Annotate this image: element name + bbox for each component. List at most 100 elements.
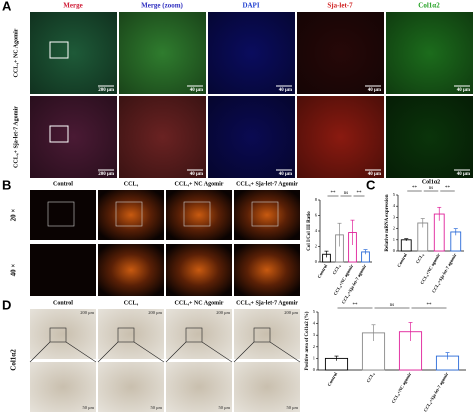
row-label: CCL₄+ Sja-let-7 Agomir — [13, 106, 19, 168]
column-header: Sja-let-7 — [327, 2, 353, 10]
y-tick-label: 3 — [313, 332, 316, 337]
y-tick-label: 1 — [393, 237, 395, 242]
scale-bar-label: 50 μm — [82, 405, 94, 410]
row-label: 40 × — [10, 264, 18, 277]
x-tick-label: CCL₄+NC agomir — [391, 372, 413, 405]
zoom-line — [233, 341, 255, 363]
vignette — [30, 12, 117, 94]
column-header: DAPI — [242, 2, 259, 10]
column-header: CCL₄+ Sja-let-7 Agomir — [236, 181, 298, 187]
micrograph — [166, 244, 232, 296]
zoom-line — [65, 341, 97, 363]
zoom-box — [49, 327, 67, 343]
y-tick-label: 2 — [315, 244, 317, 249]
vignette — [119, 12, 206, 94]
scale-bar-label: 200 μm — [98, 88, 115, 93]
y-tick-label: 4 — [315, 228, 318, 233]
panel-label: C — [366, 177, 376, 192]
zoom-line — [133, 341, 165, 363]
significance-label: ** — [331, 191, 337, 196]
column-header: CCL₄+ NC Agomir — [175, 181, 224, 187]
y-tick-label: 5 — [393, 192, 396, 197]
zoom-line — [165, 341, 187, 363]
scale-bar-label: 50 μm — [150, 405, 162, 410]
y-tick-label: 0 — [393, 248, 396, 253]
x-tick-label: Control — [316, 263, 328, 279]
column-header: Control — [53, 181, 73, 187]
scale-bar-label: 40 μm — [190, 88, 204, 93]
micrograph — [98, 362, 164, 412]
x-tick-label: CCL₄+Sja-let-7 agomir — [341, 264, 368, 305]
y-tick-label: 1 — [313, 355, 315, 360]
significance-label: ** — [357, 191, 363, 196]
zoom-line — [29, 341, 51, 363]
x-tick-label: CCL₄ — [331, 263, 341, 275]
y-tick-label: 0 — [313, 367, 316, 372]
y-tick-label: 4 — [313, 321, 316, 326]
scale-bar-label: 40 μm — [279, 172, 293, 177]
micrograph — [98, 309, 164, 359]
column-header: Col1α2 — [418, 2, 440, 10]
column-header: CCL₄ — [124, 181, 139, 187]
scale-bar-label: 40 μm — [457, 88, 471, 93]
y-tick-label: 3 — [393, 214, 396, 219]
zoom-box — [47, 201, 75, 227]
scale-bar-label: 40 μm — [279, 88, 293, 93]
vignette — [297, 96, 384, 178]
x-tick-label: CCL₄ — [415, 252, 425, 264]
y-axis-label: Relative mRNA expression — [385, 194, 390, 251]
micrograph — [234, 309, 300, 359]
column-header: CCL₄+ Sja-let-7 Agomir — [236, 300, 298, 306]
panel-label: A — [2, 0, 12, 13]
bar — [400, 239, 412, 252]
zoom-line — [201, 341, 233, 363]
significance-label: ns — [390, 303, 395, 308]
micrograph — [30, 362, 96, 412]
scale-bar-label: 200 μm — [98, 172, 115, 177]
y-axis-label: Positive area of Col1α2 (%) — [305, 311, 310, 370]
row-label: CCL₄+ NC Agomir — [13, 28, 19, 77]
zoom-box — [183, 201, 211, 227]
x-tick-label: Control — [396, 252, 408, 268]
column-header: Merge — [63, 2, 82, 10]
vignette — [386, 12, 473, 94]
scale-bar-label: 40 μm — [190, 172, 204, 177]
scale-bar-label: 40 μm — [368, 88, 382, 93]
vignette — [208, 12, 295, 94]
zoom-box — [115, 201, 143, 227]
micrograph — [166, 362, 232, 412]
micrograph — [98, 190, 164, 240]
column-header: Merge (zoom) — [141, 2, 183, 10]
scale-bar-label: 200 μm — [216, 310, 230, 315]
y-tick-label: 4 — [393, 203, 396, 208]
micrograph — [30, 244, 96, 296]
scale-bar-label: 200 μm — [148, 310, 162, 315]
significance-label: ** — [445, 186, 451, 191]
scale-bar-label: 200 μm — [80, 310, 94, 315]
micrograph — [234, 244, 300, 296]
y-tick-label: 2 — [313, 344, 315, 349]
vignette — [30, 96, 117, 178]
significance-label: ns — [344, 191, 349, 196]
micrograph — [234, 362, 300, 412]
vignette — [386, 96, 473, 178]
zoom-box — [185, 327, 203, 343]
micrograph — [234, 190, 300, 240]
scale-bar-label: 50 μm — [218, 405, 230, 410]
scale-bar-label: 40 μm — [368, 172, 382, 177]
micrograph — [30, 309, 96, 359]
y-axis-label: Col I/Col III Ratio — [307, 211, 312, 251]
zoom-box — [253, 327, 271, 343]
chart-title: Col1α2 — [422, 179, 440, 185]
column-header: CCL₄+ NC Agomir — [175, 300, 224, 306]
zoom-line — [97, 341, 119, 363]
y-tick-label: 8 — [315, 197, 318, 202]
row-label: Col1α2 — [10, 349, 18, 371]
zoom-line — [269, 341, 301, 363]
zoom-box — [49, 41, 69, 59]
scale-bar-label: 50 μm — [286, 405, 298, 410]
micrograph — [166, 190, 232, 240]
x-tick-label: Control — [326, 371, 338, 387]
y-tick-label: 2 — [393, 226, 395, 231]
